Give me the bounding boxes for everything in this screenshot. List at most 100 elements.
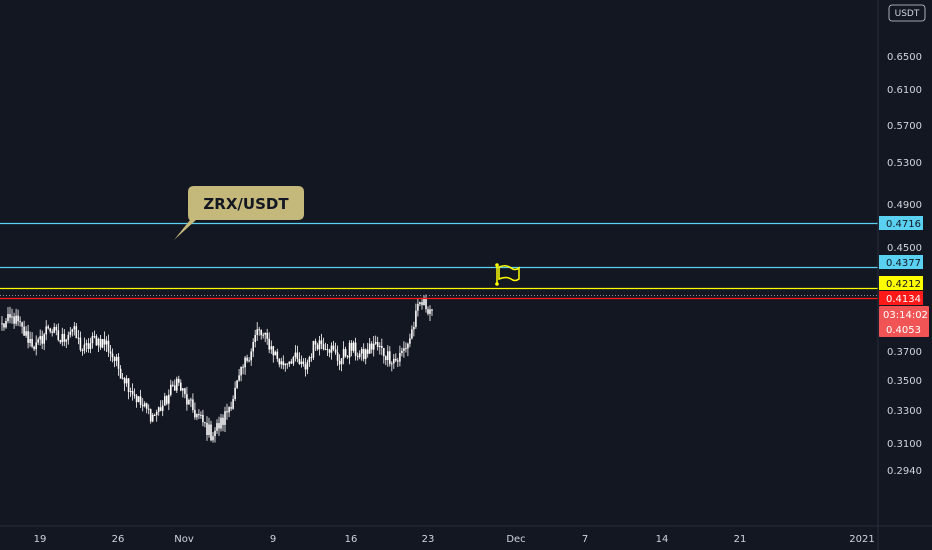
candle-body (212, 436, 214, 441)
candle-body (276, 351, 279, 359)
candle-body (27, 331, 29, 343)
candle-body (401, 350, 403, 353)
candle-body (316, 344, 319, 350)
x-tick-label: 2021 (849, 534, 874, 545)
candle-body (306, 362, 309, 370)
candle-body (111, 353, 114, 358)
candle-body (332, 345, 335, 350)
candle-body (220, 417, 222, 429)
candle-body (85, 343, 88, 345)
candle-body (409, 338, 411, 344)
candle-body (399, 353, 401, 362)
candle-body (258, 329, 260, 331)
candles-layer (1, 294, 433, 443)
candle-body (431, 309, 433, 311)
candle-body (294, 352, 297, 357)
candle-body (93, 336, 96, 338)
candle-body (190, 399, 192, 401)
candle-body (178, 378, 180, 383)
symbol-callout[interactable]: ZRX/USDT (174, 186, 304, 240)
candle-body (164, 396, 166, 406)
candle-body (360, 349, 363, 354)
price-badge-4377: 0.4377 (879, 255, 923, 269)
candle-body (71, 329, 74, 332)
candle-body (254, 335, 256, 342)
candle-body (1, 323, 3, 325)
candle-body (9, 314, 11, 318)
price-badge-4716: 0.4716 (879, 216, 923, 230)
candle-body (278, 358, 281, 365)
candle-body (374, 342, 377, 344)
currency-selector[interactable]: USDT (888, 4, 926, 22)
candle-body (117, 356, 120, 369)
x-tick-label: 14 (656, 534, 669, 545)
candle-body (264, 332, 266, 335)
candle-body (379, 346, 381, 347)
candle-body (246, 357, 248, 361)
candle-body (147, 408, 150, 410)
x-tick-label: 26 (112, 534, 125, 545)
price-badge-4134: 0.4134 (879, 291, 923, 305)
candle-body (344, 349, 347, 357)
candle-body (405, 348, 407, 350)
y-tick-label: 0.3500 (887, 376, 922, 387)
candle-body (31, 339, 33, 347)
x-tick-label: 21 (734, 534, 747, 545)
candle-body (300, 361, 303, 364)
candle-body (296, 352, 299, 359)
candle-body (119, 368, 122, 379)
candle-body (81, 349, 84, 351)
candle-body (41, 336, 43, 344)
candle-body (174, 385, 176, 391)
candle-body (348, 342, 351, 358)
candle-body (385, 356, 387, 360)
candle-body (65, 339, 68, 342)
candle-body (411, 329, 413, 339)
candle-body (101, 339, 104, 348)
candle-body (49, 328, 51, 332)
candle-body (397, 360, 399, 362)
candle-body (135, 395, 138, 403)
candle-body (413, 327, 415, 330)
x-tick-label: 16 (345, 534, 358, 545)
candle-body (45, 326, 47, 335)
candle-body (87, 343, 90, 349)
candle-body (131, 391, 134, 395)
candle-body (99, 338, 102, 348)
candle-body (157, 407, 160, 412)
candle-body (326, 349, 329, 351)
x-axis-labels: 19 26 Nov 9 16 23 Dec 7 14 21 2021 (34, 534, 875, 545)
candle-body (13, 316, 15, 324)
candle-body (230, 407, 232, 409)
candle-body (346, 356, 349, 358)
candle-body (89, 343, 92, 349)
candle-body (419, 302, 421, 304)
candle-body (83, 344, 86, 351)
flag-icon[interactable] (495, 263, 520, 286)
candle-body (141, 404, 144, 407)
candle-body (304, 364, 307, 370)
candle-body (248, 360, 250, 362)
candle-body (350, 342, 353, 351)
candle-body (381, 346, 383, 348)
candle-body (334, 349, 337, 353)
candle-body (330, 345, 333, 353)
candle-body (280, 361, 283, 365)
candle-body (244, 357, 246, 368)
candle-body (358, 353, 361, 358)
price-badge-label: 0.4134 (886, 294, 921, 305)
candle-body (133, 394, 136, 396)
candle-body (188, 399, 190, 405)
price-badge-label: 0.4716 (886, 219, 921, 230)
candle-body (79, 337, 82, 350)
candle-body (383, 348, 385, 357)
price-badge-label: 0.4377 (886, 258, 921, 269)
candle-body (228, 407, 230, 413)
candle-body (121, 378, 124, 380)
candle-body (252, 342, 254, 352)
price-badge-label: 0.4212 (886, 279, 921, 290)
candle-body (354, 342, 357, 356)
